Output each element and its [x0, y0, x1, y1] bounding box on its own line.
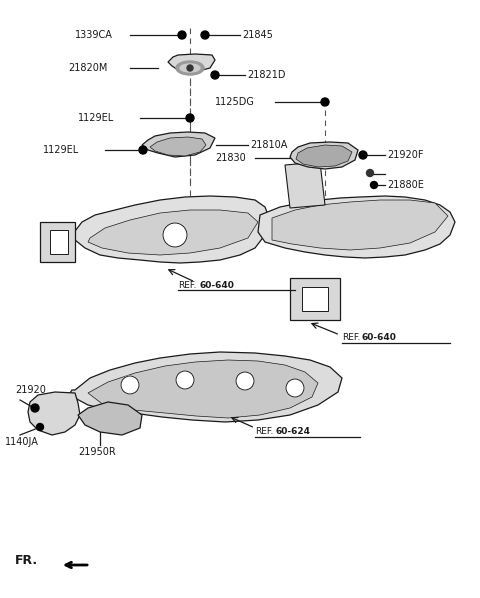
Text: 21880E: 21880E [387, 180, 424, 190]
Text: FR.: FR. [15, 554, 38, 566]
Circle shape [187, 65, 193, 71]
Text: 21821D: 21821D [247, 70, 286, 80]
Text: 21950R: 21950R [78, 447, 116, 457]
Circle shape [36, 423, 44, 431]
Circle shape [286, 379, 304, 397]
Circle shape [201, 31, 209, 39]
Polygon shape [150, 137, 206, 156]
Text: REF.: REF. [255, 428, 274, 437]
Text: REF.: REF. [178, 280, 196, 289]
Text: 1339CA: 1339CA [75, 30, 113, 40]
Text: 21810A: 21810A [250, 140, 288, 150]
Text: 21845: 21845 [242, 30, 273, 40]
Polygon shape [88, 210, 258, 255]
Circle shape [163, 223, 187, 247]
Polygon shape [285, 162, 325, 208]
Polygon shape [28, 392, 80, 435]
Text: 60-624: 60-624 [275, 428, 310, 437]
Text: 60-640: 60-640 [200, 280, 235, 289]
Polygon shape [142, 132, 215, 157]
Circle shape [359, 151, 367, 159]
Circle shape [367, 169, 373, 176]
Polygon shape [50, 230, 68, 254]
Circle shape [186, 114, 194, 122]
Circle shape [371, 182, 377, 188]
Text: 21830: 21830 [215, 153, 246, 163]
Circle shape [236, 372, 254, 390]
Text: REF.: REF. [342, 334, 360, 343]
Polygon shape [88, 360, 318, 418]
Circle shape [321, 98, 329, 106]
Polygon shape [78, 402, 142, 435]
Text: 21820M: 21820M [68, 63, 108, 73]
Circle shape [121, 376, 139, 394]
Polygon shape [68, 196, 270, 263]
Circle shape [176, 371, 194, 389]
Circle shape [31, 404, 39, 412]
Text: 1129EL: 1129EL [43, 145, 79, 155]
Text: 1125DG: 1125DG [215, 97, 255, 107]
Text: 21920F: 21920F [387, 150, 423, 160]
Polygon shape [290, 278, 340, 320]
Polygon shape [302, 287, 328, 311]
Polygon shape [40, 222, 75, 262]
Text: 21920: 21920 [15, 385, 46, 395]
Polygon shape [296, 145, 352, 167]
Polygon shape [258, 196, 455, 258]
Ellipse shape [180, 64, 200, 72]
Circle shape [211, 71, 219, 79]
Circle shape [139, 146, 147, 154]
Text: 60-640: 60-640 [362, 334, 397, 343]
Polygon shape [70, 352, 342, 422]
Polygon shape [168, 54, 215, 72]
Circle shape [178, 31, 186, 39]
Ellipse shape [176, 61, 204, 75]
Text: 1129EL: 1129EL [78, 113, 114, 123]
Polygon shape [272, 200, 448, 250]
Polygon shape [290, 142, 358, 169]
Text: 1140JA: 1140JA [5, 437, 39, 447]
